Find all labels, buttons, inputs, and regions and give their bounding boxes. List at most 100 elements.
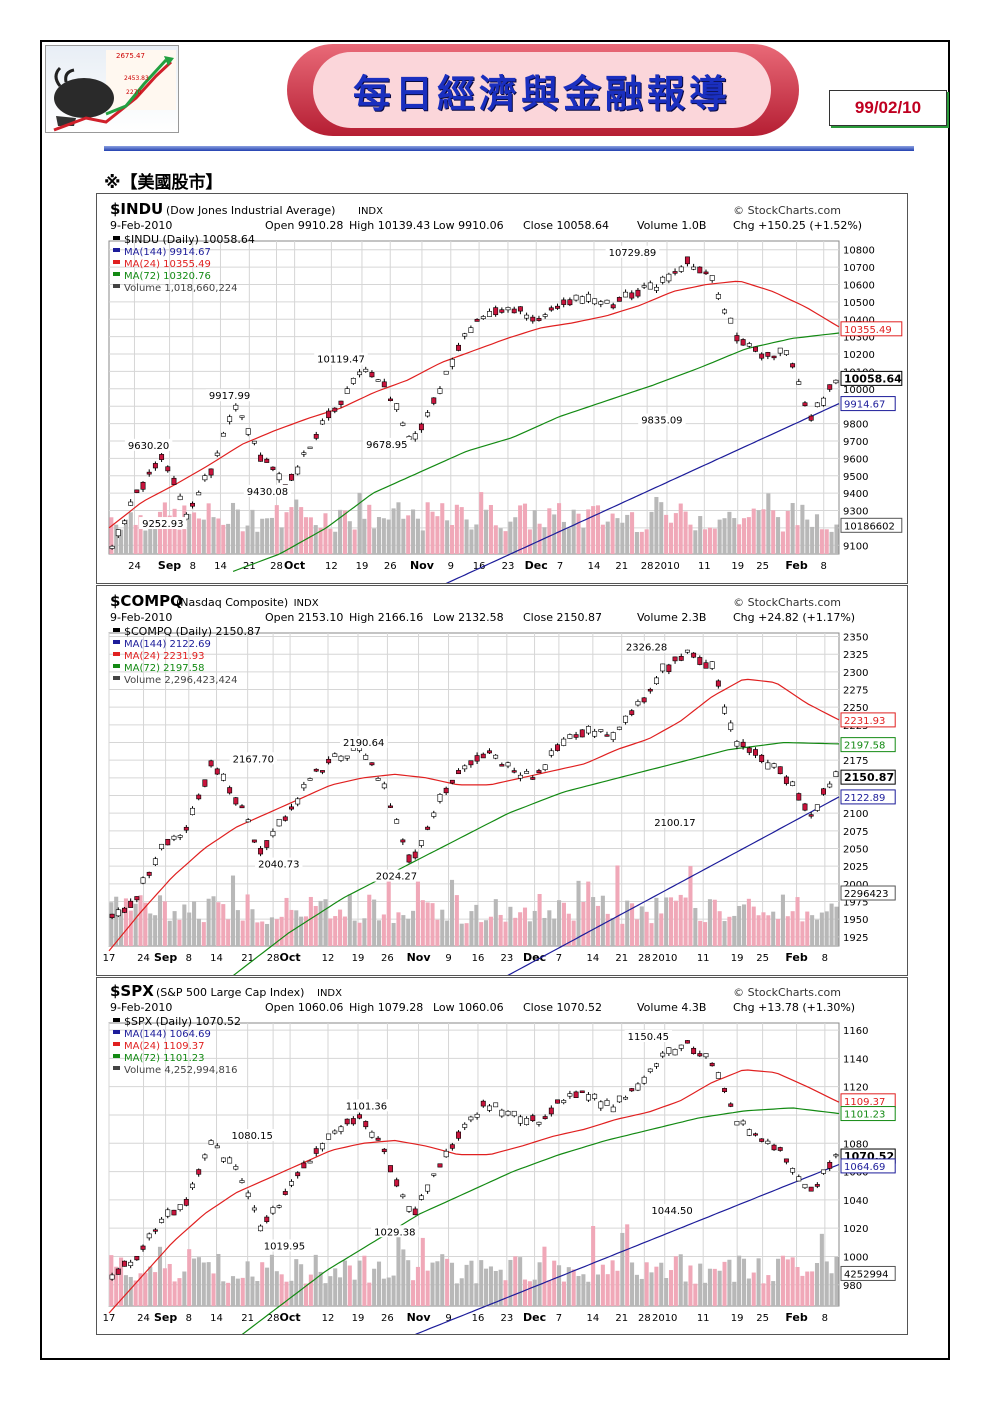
compq-chart: 1925195019752000202520502075210021252150… — [103, 592, 896, 1026]
volume-bar — [785, 510, 790, 554]
candle-body — [258, 1225, 264, 1232]
candle-body — [635, 289, 641, 297]
candle-body — [122, 907, 127, 913]
volume-bar — [634, 531, 639, 554]
y-tick-label: 2175 — [843, 756, 868, 767]
legend-swatch — [113, 652, 120, 656]
volume-bar — [698, 920, 703, 946]
volume-bar — [299, 1264, 304, 1306]
volume-bar — [196, 1257, 201, 1306]
candle-body — [796, 381, 802, 385]
candle-body — [524, 771, 530, 774]
candle-body — [456, 1131, 461, 1139]
volume-bar — [284, 897, 289, 946]
candle-body — [227, 787, 233, 794]
candle-body — [753, 749, 758, 756]
volume-bar — [172, 508, 177, 554]
volume-bar — [678, 1254, 683, 1306]
candle-body — [128, 501, 134, 506]
x-tick-label: 7 — [556, 953, 562, 964]
candle-body — [109, 1274, 115, 1280]
volume-bar — [727, 1259, 732, 1306]
volume-bar — [177, 919, 182, 946]
candle-body — [703, 271, 709, 275]
volume-bar — [586, 509, 591, 554]
volume-bar — [761, 912, 766, 946]
volume-bar — [698, 516, 703, 554]
price-annotation: 2100.17 — [654, 818, 695, 829]
legend-entry: MA(24) 1109.37 — [124, 1041, 205, 1052]
y-tick-label: 2000 — [843, 880, 868, 891]
x-tick-label: 7 — [557, 561, 563, 572]
volume-bar — [372, 899, 377, 946]
quote-open: Open 1060.06 — [265, 1001, 343, 1014]
value-tag-box — [840, 769, 896, 785]
volume-bar — [693, 907, 698, 946]
volume-bar — [620, 522, 625, 554]
quote-chg: Chg +150.25 (+1.52%) — [733, 219, 862, 232]
volume-bar — [381, 1278, 386, 1306]
candle-body — [295, 798, 301, 805]
candle-body — [338, 1126, 344, 1132]
volume-bar — [157, 1246, 163, 1306]
volume-bar — [625, 900, 630, 946]
candle-body — [684, 649, 690, 653]
x-tick-label: 8 — [822, 1313, 828, 1324]
volume-bar — [143, 530, 148, 554]
candle-body — [573, 294, 579, 301]
volume-bar — [737, 905, 742, 946]
candle-body — [375, 1137, 381, 1141]
volume-bar — [751, 508, 756, 554]
candle-body — [344, 388, 350, 394]
volume-bar — [790, 1257, 795, 1306]
candle-body — [579, 296, 585, 304]
annotation-bg — [229, 752, 278, 765]
candle-body — [672, 1049, 678, 1056]
volume-bar — [352, 529, 357, 554]
volume-bar — [654, 897, 659, 946]
x-tick-label: 24 — [128, 561, 141, 572]
candle-body — [610, 304, 616, 309]
candle-body — [375, 778, 381, 781]
candle-body — [684, 256, 690, 265]
volume-bar — [776, 1258, 781, 1306]
value-tag: 10355.49 — [844, 325, 892, 336]
quote-close: Close 2150.87 — [523, 611, 602, 624]
value-tag-box — [840, 517, 903, 533]
y-tick-label: 1975 — [843, 897, 868, 908]
candle-body — [443, 1150, 449, 1158]
candle-body — [220, 1157, 226, 1162]
quote-low: Low 1060.06 — [433, 1001, 504, 1014]
candle-body — [641, 697, 647, 703]
candle-body — [722, 706, 728, 714]
volume-bar — [274, 919, 279, 946]
volume-bar — [308, 1274, 313, 1306]
volume-bar — [795, 897, 800, 946]
volume-bar — [683, 897, 688, 946]
volume-bar — [187, 912, 192, 946]
legend-swatch — [113, 628, 120, 632]
volume-bar — [771, 911, 776, 946]
volume-bar — [790, 503, 795, 554]
volume-bar — [469, 911, 474, 946]
y-tick-label: 1020 — [843, 1224, 868, 1235]
x-tick-label: 21 — [615, 1313, 628, 1324]
chart-source: © StockCharts.com — [733, 986, 841, 999]
legend-swatch — [113, 248, 120, 252]
volume-bar — [810, 1271, 815, 1306]
volume-bar — [284, 1281, 289, 1306]
volume-bar — [167, 920, 172, 946]
candle-body — [196, 492, 202, 496]
volume-bar — [668, 897, 674, 946]
candle-body — [357, 371, 363, 376]
chart-name: (S&P 500 Large Cap Index) — [156, 986, 304, 999]
annotation-bg — [622, 640, 671, 653]
candle-body — [202, 779, 208, 787]
legend-entry: Volume 1,018,660,224 — [124, 283, 238, 294]
candle-body — [239, 1180, 245, 1183]
volume-bar — [342, 916, 347, 946]
candle-body — [827, 1161, 833, 1169]
y-tick-label: 10200 — [843, 350, 875, 361]
volume-bar — [148, 913, 153, 946]
volume-bar — [123, 898, 128, 946]
